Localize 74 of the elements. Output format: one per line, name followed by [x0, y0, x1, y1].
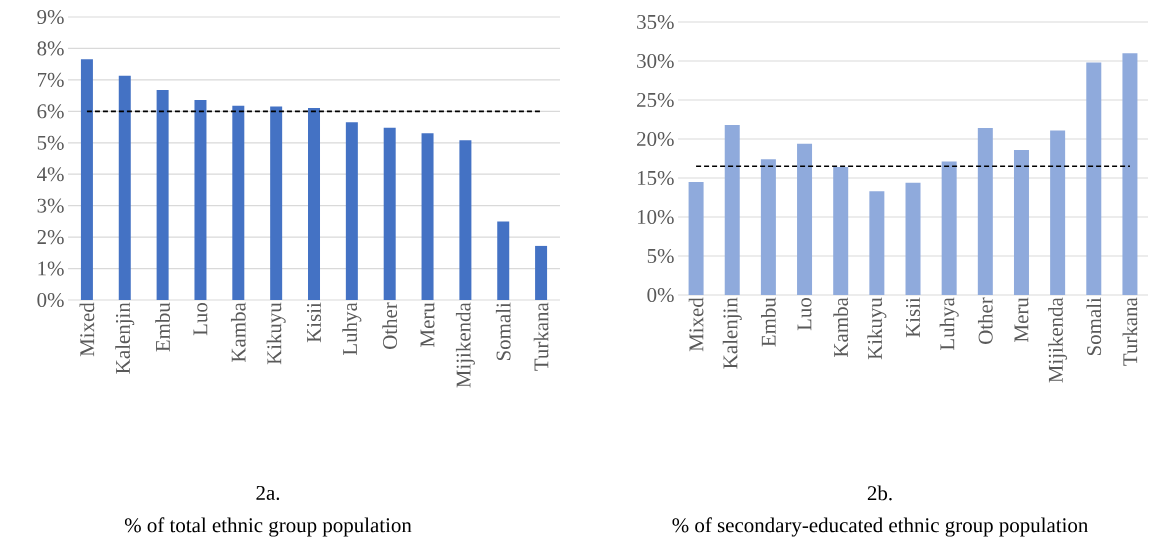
x-tick-label: Kamba: [230, 302, 246, 362]
y-tick-label: 7%: [37, 72, 64, 87]
bar: [118, 75, 131, 300]
bar: [1122, 53, 1138, 295]
bar: [1013, 149, 1029, 295]
x-tick-label: Kisii: [306, 302, 322, 343]
x-tick-label: Luo: [193, 302, 208, 336]
text: % of total ethnic group population: [124, 517, 412, 537]
y-tick-label: 9%: [37, 9, 64, 25]
x-tick-label: Other: [382, 302, 398, 349]
y-tick-label: 10%: [637, 209, 674, 225]
bar: [497, 221, 510, 300]
bar: [724, 124, 740, 295]
bar: [869, 191, 885, 295]
bar: [270, 106, 283, 300]
x-tick-label: Kikuyu: [867, 297, 887, 360]
bar: [977, 128, 993, 295]
y-tick-label: 0%: [647, 287, 674, 303]
x-tick-label: Embu: [155, 302, 170, 352]
bar: [760, 159, 776, 295]
bar: [383, 127, 396, 300]
x-tick-label: Kamba: [833, 297, 849, 357]
x-tick-label: Meru: [420, 302, 435, 347]
y-tick-label: 5%: [37, 135, 64, 150]
bar: [1050, 130, 1066, 295]
x-tick-label: Kalenjin: [115, 302, 135, 374]
x-tick-label: Kalenjin: [722, 297, 742, 369]
x-tick-label: Luo: [797, 297, 812, 331]
y-tick-label: 35%: [637, 14, 674, 30]
bar: [80, 59, 93, 300]
y-tick-label: 30%: [637, 53, 674, 69]
bar: [905, 182, 921, 295]
y-tick-label: 0%: [37, 292, 64, 308]
x-tick-label: Kikuyu: [266, 302, 286, 365]
y-tick-label: 2%: [37, 230, 64, 245]
x-tick-label: Mixed: [79, 302, 95, 357]
bar: [1086, 62, 1102, 295]
text: 2a.: [256, 485, 280, 501]
bar: [308, 107, 320, 300]
bar: [194, 100, 207, 300]
y-tick-label: 1%: [38, 261, 64, 276]
bar: [941, 161, 957, 295]
y-tick-label: 3%: [37, 198, 64, 213]
x-tick-label: Other: [977, 297, 993, 344]
bar: [688, 181, 704, 295]
x-tick-label: Mijikenda: [455, 302, 475, 388]
y-tick-label: 25%: [637, 92, 674, 108]
x-tick-label: Meru: [1014, 297, 1029, 342]
y-tick-label: 8%: [37, 41, 64, 56]
x-tick-label: Embu: [761, 297, 776, 347]
x-tick-label: Mijikenda: [1048, 297, 1068, 383]
x-tick-label: Somali: [495, 302, 511, 361]
y-tick-label: 20%: [637, 131, 674, 147]
bar: [833, 167, 849, 295]
x-tick-label: Mixed: [688, 297, 704, 352]
x-tick-label: Luhya: [939, 297, 959, 351]
bar: [156, 89, 169, 300]
bar: [421, 133, 434, 300]
x-tick-label: Somali: [1086, 297, 1102, 356]
bar: [797, 143, 813, 295]
bar: [345, 122, 358, 300]
x-tick-label: Kisii: [905, 297, 921, 338]
text: 2b.: [867, 485, 892, 501]
text: % of secondary-educated ethnic group population: [672, 517, 1089, 537]
bar: [459, 140, 472, 300]
bar: [232, 105, 245, 300]
x-tick-label: Turkana: [1122, 297, 1138, 366]
y-tick-label: 5%: [647, 248, 674, 264]
y-tick-label: 4%: [37, 167, 64, 182]
y-tick-label: 15%: [637, 170, 674, 186]
y-tick-label: 6%: [37, 104, 64, 119]
bar: [535, 245, 548, 300]
x-tick-label: Luhya: [342, 302, 362, 356]
x-tick-label: Turkana: [533, 302, 549, 371]
